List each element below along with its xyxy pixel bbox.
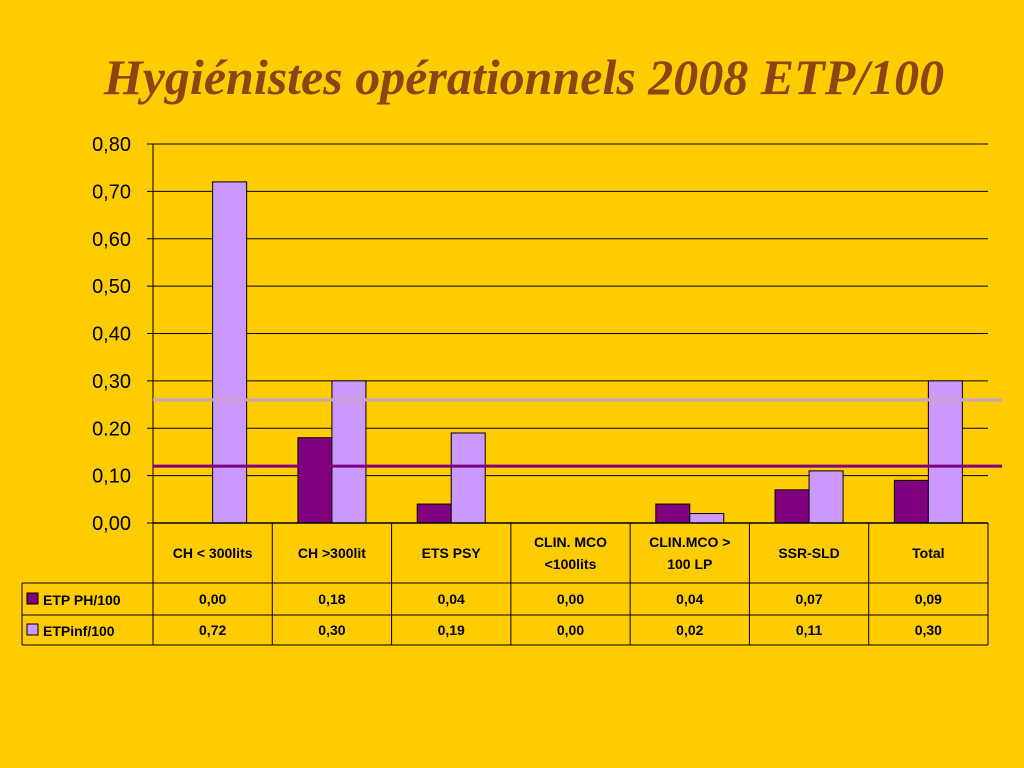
bar xyxy=(450,432,486,524)
bar xyxy=(212,181,248,524)
data-cell: 0,11 xyxy=(796,622,823,638)
y-tick-label: 0,50 xyxy=(92,276,131,298)
data-cell: 0,04 xyxy=(438,591,465,607)
bar xyxy=(808,470,844,524)
data-cell: 0,07 xyxy=(795,591,822,607)
category-label: Total xyxy=(912,545,944,561)
category-label: CLIN. MCO xyxy=(534,534,607,550)
legend-swatch xyxy=(26,623,39,636)
category-label: SSR-SLD xyxy=(778,545,839,561)
bar xyxy=(893,479,929,524)
y-tick-label: 0.20 xyxy=(92,418,131,440)
data-cell: 0,00 xyxy=(557,591,584,607)
bar xyxy=(297,437,333,524)
bar xyxy=(774,489,810,524)
bar xyxy=(416,503,452,524)
data-cell: 0,00 xyxy=(199,591,226,607)
category-label: <100lits xyxy=(545,556,597,572)
legend-swatch xyxy=(26,592,39,605)
data-cell: 0,30 xyxy=(915,622,942,638)
data-cell: 0,02 xyxy=(676,622,703,638)
y-tick-label: 0,30 xyxy=(92,371,131,393)
bar xyxy=(689,513,725,524)
data-cell: 0,19 xyxy=(438,622,465,638)
data-cell: 0,18 xyxy=(318,591,345,607)
bar xyxy=(655,503,691,524)
category-label: CLIN.MCO > xyxy=(649,534,730,550)
y-tick-label: 0,00 xyxy=(92,513,131,535)
data-cell: 0,09 xyxy=(915,591,942,607)
category-label: CH < 300lits xyxy=(173,545,253,561)
data-cell: 0,04 xyxy=(676,591,703,607)
y-tick-label: 0,70 xyxy=(92,181,131,203)
bar xyxy=(331,380,367,524)
legend-label: ETP PH/100 xyxy=(43,592,121,608)
data-cell: 0,30 xyxy=(318,622,345,638)
slide-title: Hygiénistes opérationnels 2008 ETP/100 xyxy=(103,49,945,105)
y-tick-label: 0,10 xyxy=(92,466,131,488)
data-cell: 0,00 xyxy=(557,622,584,638)
category-label: 100 LP xyxy=(667,556,712,572)
y-tick-label: 0,80 xyxy=(92,134,131,156)
y-tick-label: 0,40 xyxy=(92,324,131,346)
data-cell: 0,72 xyxy=(199,622,226,638)
category-label: ETS PSY xyxy=(422,545,482,561)
bar xyxy=(927,380,963,524)
legend-label: ETPinf/100 xyxy=(43,623,115,639)
category-label: CH >300lit xyxy=(298,545,366,561)
y-tick-label: 0,60 xyxy=(92,229,131,251)
